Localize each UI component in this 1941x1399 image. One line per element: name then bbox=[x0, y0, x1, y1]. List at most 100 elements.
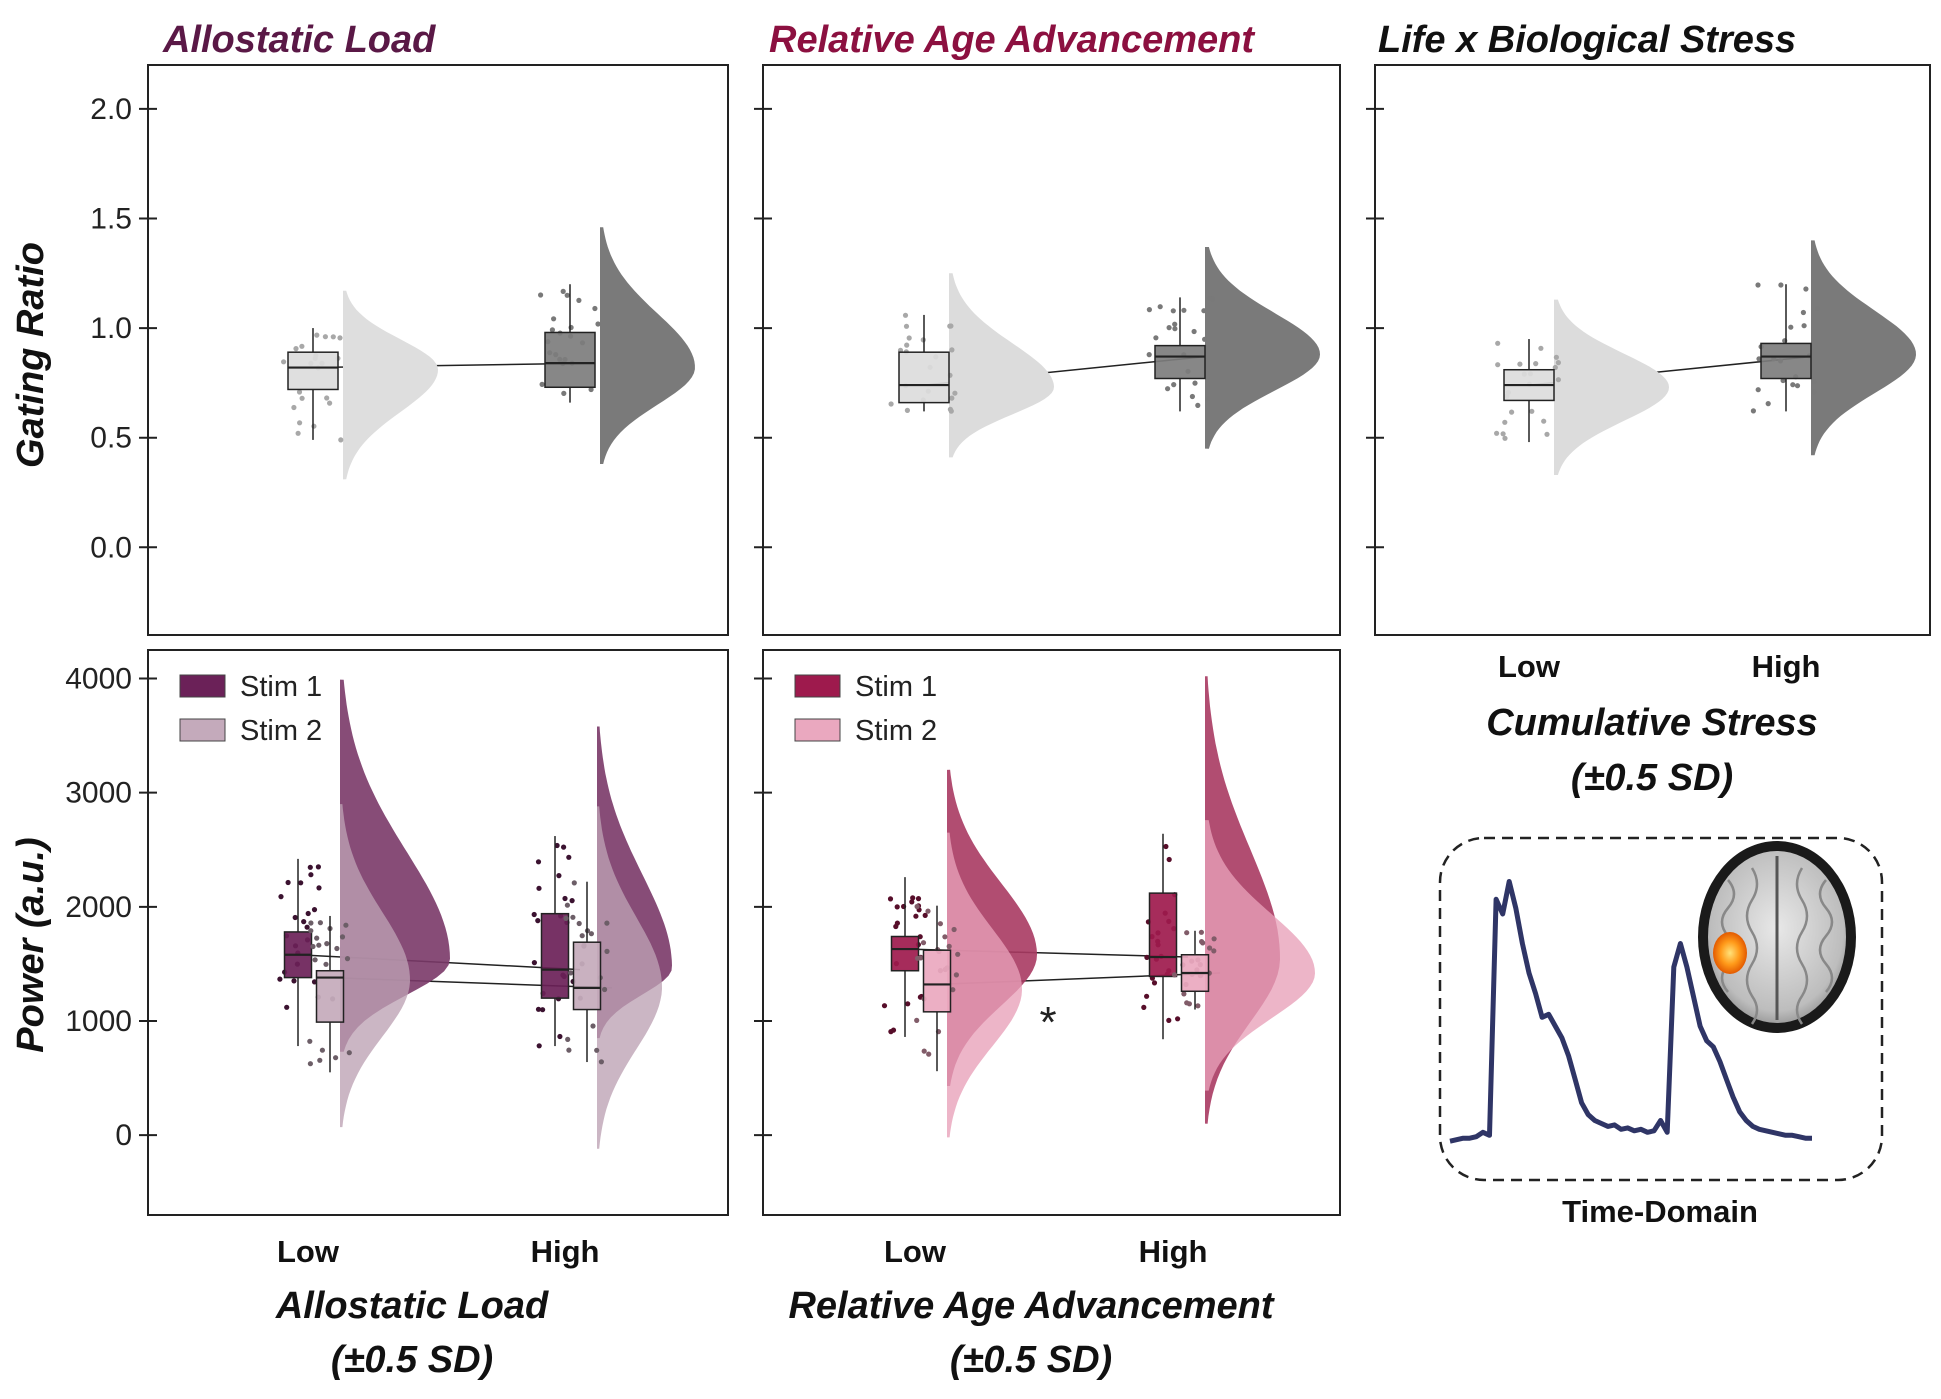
y-tick-label: 1.0 bbox=[90, 312, 132, 345]
raw-data-point bbox=[906, 335, 912, 341]
raw-data-point bbox=[949, 347, 955, 353]
raw-data-point bbox=[590, 1023, 596, 1029]
raw-data-point bbox=[307, 1038, 313, 1044]
raw-data-point bbox=[948, 323, 954, 329]
raw-data-point bbox=[925, 908, 931, 914]
raw-data-point bbox=[334, 945, 340, 952]
raw-data-point bbox=[337, 335, 343, 341]
raw-data-point bbox=[339, 934, 346, 940]
raw-data-point bbox=[531, 911, 537, 918]
density-cloud bbox=[1811, 240, 1916, 456]
raw-data-point bbox=[1205, 396, 1211, 402]
raw-data-point bbox=[571, 880, 577, 886]
raw-data-point bbox=[942, 934, 948, 940]
raw-data-point bbox=[344, 956, 351, 962]
raw-data-point bbox=[1165, 386, 1171, 392]
raw-data-point bbox=[308, 928, 314, 934]
raw-data-point bbox=[1202, 336, 1208, 342]
x-category-label: High bbox=[531, 1234, 600, 1269]
box-iqr bbox=[1760, 342, 1812, 380]
raw-data-point bbox=[310, 943, 316, 950]
legend-label: Stim 2 bbox=[855, 715, 937, 747]
raw-data-point bbox=[535, 1006, 542, 1012]
raw-data-point bbox=[1166, 856, 1172, 863]
box-iqr bbox=[572, 941, 602, 1011]
raw-data-point bbox=[564, 292, 570, 298]
raw-data-point bbox=[298, 880, 304, 886]
raw-data-point bbox=[1207, 945, 1213, 951]
x-category-label: Low bbox=[277, 1234, 340, 1269]
y-tick-label: 2000 bbox=[65, 891, 132, 924]
density-cloud bbox=[949, 273, 1054, 458]
raw-data-point bbox=[314, 935, 320, 941]
raw-data-point bbox=[319, 1047, 325, 1053]
raw-data-point bbox=[1198, 929, 1204, 935]
raw-data-point bbox=[1153, 335, 1159, 341]
raw-data-point bbox=[317, 920, 323, 926]
raw-data-point bbox=[1195, 1003, 1201, 1009]
raw-data-point bbox=[1211, 948, 1217, 954]
y-axis-label-power: Power (a.u.) bbox=[10, 837, 52, 1052]
raw-data-point bbox=[1146, 307, 1152, 313]
box-iqr bbox=[1148, 892, 1178, 978]
y-tick-label: 0 bbox=[115, 1119, 132, 1152]
raw-data-point bbox=[902, 312, 909, 318]
raw-data-point bbox=[540, 1007, 546, 1013]
raw-data-point bbox=[602, 986, 608, 993]
raw-data-point bbox=[317, 1057, 323, 1063]
raw-data-point bbox=[1541, 418, 1547, 424]
raw-data-point bbox=[330, 334, 336, 340]
panel-bottom-left: 0 1000 2000 3000 4000 Low High Stim 1 Stim 2 bbox=[65, 649, 729, 1269]
raw-data-point bbox=[1199, 939, 1205, 945]
raw-data-point bbox=[285, 879, 291, 886]
raw-data-point bbox=[307, 864, 313, 870]
plot-frame bbox=[147, 64, 729, 636]
raw-data-point bbox=[324, 941, 330, 947]
raw-data-point bbox=[1211, 936, 1217, 942]
x-axis-sublabel-cumulative-stress: (±0.5 SD) bbox=[1571, 757, 1733, 799]
raw-data-point bbox=[295, 430, 301, 436]
time-domain-inset: Time-Domain bbox=[1438, 836, 1884, 1229]
raw-data-point bbox=[1500, 431, 1506, 437]
raw-data-point bbox=[324, 395, 330, 401]
x-axis-label-cumulative-stress: Cumulative Stress bbox=[1486, 702, 1818, 744]
raw-data-point bbox=[1538, 345, 1544, 351]
raw-data-point bbox=[1509, 409, 1515, 415]
raw-data-point bbox=[304, 924, 310, 930]
raw-data-point bbox=[1553, 354, 1559, 360]
x-category-label: High bbox=[1139, 1234, 1208, 1269]
raw-data-point bbox=[1181, 307, 1187, 313]
legend-swatch bbox=[794, 674, 841, 698]
panel-title-life-bio-stress: Life x Biological Stress bbox=[1378, 19, 1796, 61]
raw-data-point bbox=[1172, 321, 1178, 327]
raw-data-point bbox=[277, 976, 283, 982]
raw-data-point bbox=[322, 334, 328, 340]
raw-data-point bbox=[881, 1003, 888, 1009]
raw-data-point bbox=[292, 914, 298, 921]
raw-data-point bbox=[554, 842, 560, 849]
raw-data-point bbox=[909, 899, 915, 905]
raw-data-point bbox=[296, 389, 303, 395]
plot-frame bbox=[762, 649, 1341, 1216]
brain-axial-icon bbox=[1698, 841, 1856, 1033]
raw-data-point bbox=[1765, 401, 1771, 407]
raw-data-point bbox=[291, 978, 297, 984]
raw-data-point bbox=[955, 951, 961, 957]
raw-data-point bbox=[316, 942, 322, 948]
raw-data-point bbox=[557, 1033, 563, 1040]
raw-data-point bbox=[284, 1004, 290, 1010]
y-tick-label: 2.0 bbox=[90, 93, 132, 126]
raw-data-point bbox=[1144, 954, 1150, 961]
raw-data-point bbox=[1517, 361, 1523, 367]
raw-data-point bbox=[588, 931, 595, 937]
raw-data-point bbox=[922, 912, 928, 919]
raw-data-point bbox=[299, 395, 305, 401]
raw-data-point bbox=[570, 914, 576, 920]
raw-data-point bbox=[305, 910, 311, 917]
raw-data-point bbox=[311, 423, 317, 429]
raw-data-point bbox=[905, 1001, 911, 1007]
raw-data-point bbox=[338, 437, 344, 443]
density-cloud bbox=[343, 290, 438, 480]
raw-data-point bbox=[1555, 360, 1561, 366]
raw-data-point bbox=[894, 904, 900, 910]
